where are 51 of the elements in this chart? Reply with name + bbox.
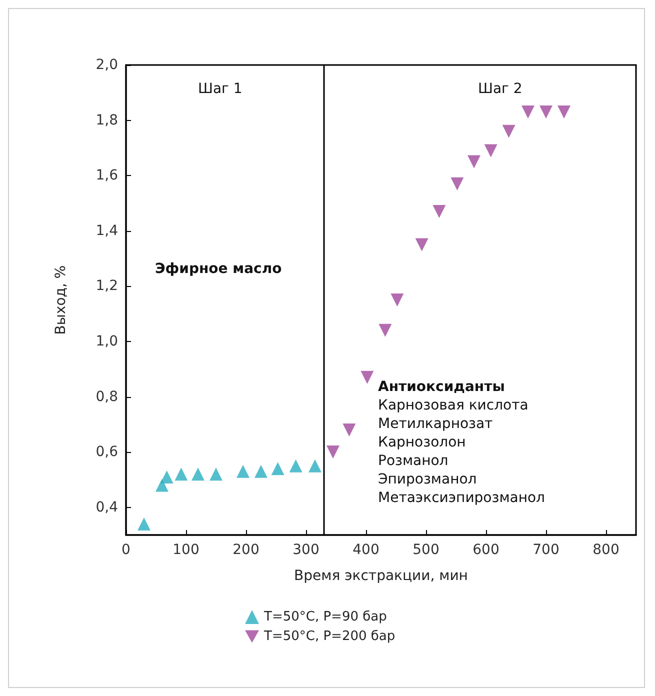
- y-tick-label: 0,4: [96, 499, 118, 516]
- point: [192, 468, 204, 481]
- annotation: Шаг 1: [198, 81, 242, 97]
- x-tick-label: 100: [172, 542, 200, 558]
- y-tick-label: 1,4: [96, 222, 118, 239]
- point: [342, 423, 356, 436]
- y-tick-label: 1,0: [96, 333, 118, 350]
- legend-label: T=50°C, P=90 бар: [263, 610, 387, 624]
- x-tick-label: 700: [532, 542, 560, 558]
- annotation: Эфирное масло: [155, 261, 282, 277]
- x-tick-label: 500: [412, 542, 440, 558]
- point: [415, 238, 428, 252]
- legend-label: T=50°C, P=200 бар: [263, 629, 396, 644]
- y-axis-title: Выход, %: [53, 265, 69, 335]
- point: [289, 459, 302, 472]
- point: [254, 464, 268, 478]
- point: [432, 205, 446, 218]
- x-axis-title: Время экстракции, мин: [294, 568, 468, 584]
- x-tick-label: 0: [122, 542, 130, 558]
- y-tick-label: 1,2: [96, 278, 118, 294]
- point: [378, 324, 392, 337]
- x-tick-label: 200: [232, 542, 260, 558]
- x-tick-label: 400: [352, 542, 380, 558]
- point: [174, 468, 188, 481]
- y-tick-label: 1,8: [96, 112, 118, 128]
- point: [468, 155, 480, 168]
- y-tick-label: 0,8: [96, 388, 118, 405]
- point: [390, 294, 404, 306]
- point: [326, 446, 340, 459]
- annotation: Шаг 2: [478, 81, 522, 97]
- x-tick-label: 300: [292, 542, 320, 558]
- point: [522, 106, 534, 118]
- point: [540, 106, 552, 118]
- point: [484, 144, 498, 158]
- y-tick-label: 1,6: [96, 168, 118, 184]
- point: [236, 464, 250, 478]
- y-tick-label: 0,6: [96, 444, 118, 460]
- point: [308, 459, 322, 472]
- point: [138, 517, 150, 530]
- point: [502, 124, 516, 138]
- x-tick-label: 800: [592, 542, 620, 558]
- point: [271, 462, 284, 476]
- point: [210, 468, 222, 481]
- point: [160, 470, 174, 484]
- x-tick-label: 600: [472, 542, 500, 558]
- point: [360, 370, 374, 384]
- point: [558, 106, 570, 118]
- y-tick-label: 2,0: [96, 57, 118, 73]
- point: [450, 177, 464, 190]
- annotation: Карнозовая кислота Метилкарнозат Карнозолон Розманол Эпирозманол Метаэксиэпирозманол: [378, 397, 546, 506]
- annotation: Антиоксиданты: [378, 379, 505, 395]
